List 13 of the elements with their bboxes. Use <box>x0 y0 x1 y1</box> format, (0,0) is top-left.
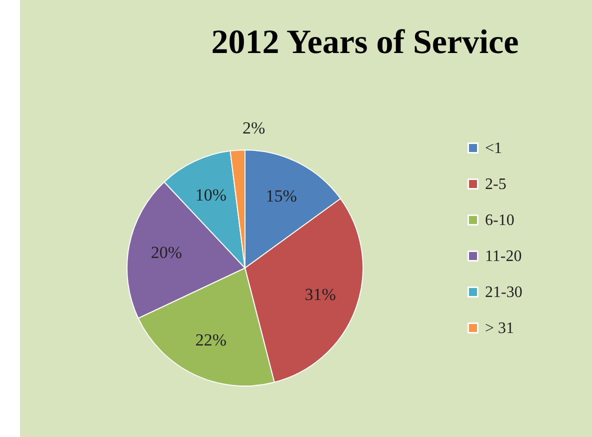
legend-label: 2-5 <box>485 176 506 193</box>
data-label: 2% <box>242 118 266 138</box>
legend-label: <1 <box>485 140 502 157</box>
legend-label: 11-20 <box>485 248 522 265</box>
data-label: 20% <box>150 243 182 262</box>
legend-label: > 31 <box>485 320 514 337</box>
chart-title: 2012 Years of Service <box>211 24 519 61</box>
data-label: 31% <box>304 285 336 304</box>
data-label: 10% <box>195 186 227 205</box>
legend-label: 21-30 <box>485 284 522 301</box>
legend-label: 6-10 <box>485 212 514 229</box>
data-label: 15% <box>266 186 297 206</box>
data-label: 22% <box>195 330 227 350</box>
